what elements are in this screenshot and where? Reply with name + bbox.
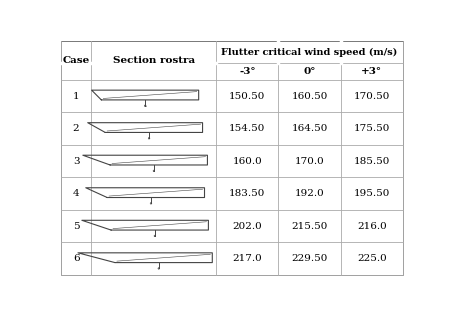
Text: 183.50: 183.50 (229, 189, 265, 198)
Text: 217.0: 217.0 (232, 254, 262, 263)
Text: 1: 1 (73, 91, 79, 100)
Text: 175.50: 175.50 (353, 124, 389, 133)
Text: 5: 5 (73, 222, 79, 231)
Text: 170.0: 170.0 (294, 156, 324, 166)
Text: 6: 6 (73, 254, 79, 263)
Text: 229.50: 229.50 (291, 254, 327, 263)
Text: Section rostra: Section rostra (113, 56, 194, 65)
Text: Flutter critical wind speed (m/s): Flutter critical wind speed (m/s) (221, 48, 397, 57)
Text: 215.50: 215.50 (291, 222, 327, 231)
Text: 225.0: 225.0 (356, 254, 386, 263)
Text: 202.0: 202.0 (232, 222, 262, 231)
Text: 154.50: 154.50 (229, 124, 265, 133)
Text: 160.50: 160.50 (291, 91, 327, 100)
Text: 192.0: 192.0 (294, 189, 324, 198)
Text: 195.50: 195.50 (353, 189, 389, 198)
Text: 185.50: 185.50 (353, 156, 389, 166)
Text: 150.50: 150.50 (229, 91, 265, 100)
Text: 2: 2 (73, 124, 79, 133)
Text: +3°: +3° (360, 67, 382, 76)
Text: -3°: -3° (239, 67, 255, 76)
Text: 3: 3 (73, 156, 79, 166)
Text: Case: Case (62, 56, 89, 65)
Text: 216.0: 216.0 (356, 222, 386, 231)
Text: 164.50: 164.50 (291, 124, 327, 133)
Text: 170.50: 170.50 (353, 91, 389, 100)
Text: 4: 4 (73, 189, 79, 198)
Text: 160.0: 160.0 (232, 156, 262, 166)
Text: 0°: 0° (303, 67, 315, 76)
